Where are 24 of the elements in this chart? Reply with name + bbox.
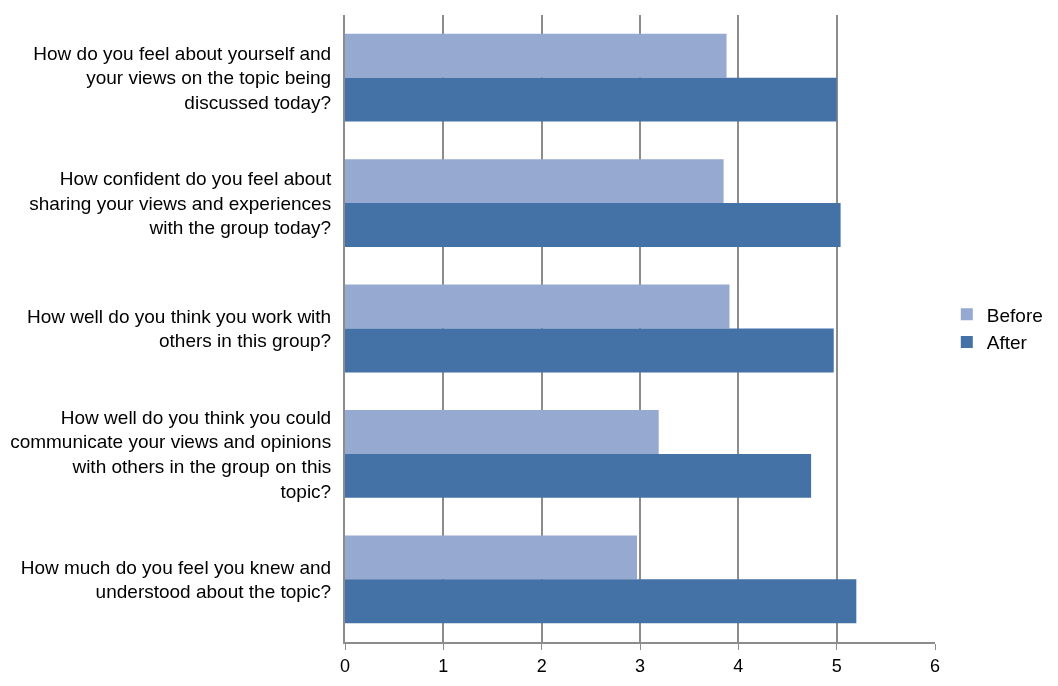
x-tick-label: 5 [831, 655, 842, 676]
x-tick-label: 1 [438, 655, 449, 676]
legend-label: Before [986, 304, 1043, 326]
bar [345, 203, 841, 247]
legend-label: After [986, 332, 1028, 354]
x-tick-label: 3 [634, 655, 646, 676]
y-tick-label: How well do you think you work with others in this group? [27, 305, 332, 352]
bar [345, 535, 638, 580]
bar [345, 410, 659, 454]
y-tick-label: How do you feel about yourself and your views on the topic being discussed today? [33, 42, 332, 114]
bar [345, 284, 730, 329]
y-tick-label: How well do you think you could communicate your views and opinions with others in the group on this topic? [10, 406, 332, 502]
bar [345, 159, 724, 204]
y-tick-label: How confident do you feel about sharing your views and experiences with the group today? [29, 168, 332, 239]
bar [345, 77, 837, 122]
bar [345, 328, 834, 373]
x-tick-label: 0 [339, 655, 351, 676]
x-tick-label: 6 [929, 655, 941, 676]
x-tick-label: 4 [733, 655, 744, 676]
y-tick-label: How much do you feel you knew and understood about the topic? [20, 556, 332, 603]
bar [345, 579, 857, 624]
bar [345, 33, 727, 78]
bar [345, 453, 812, 498]
x-tick-label: 2 [536, 655, 547, 676]
